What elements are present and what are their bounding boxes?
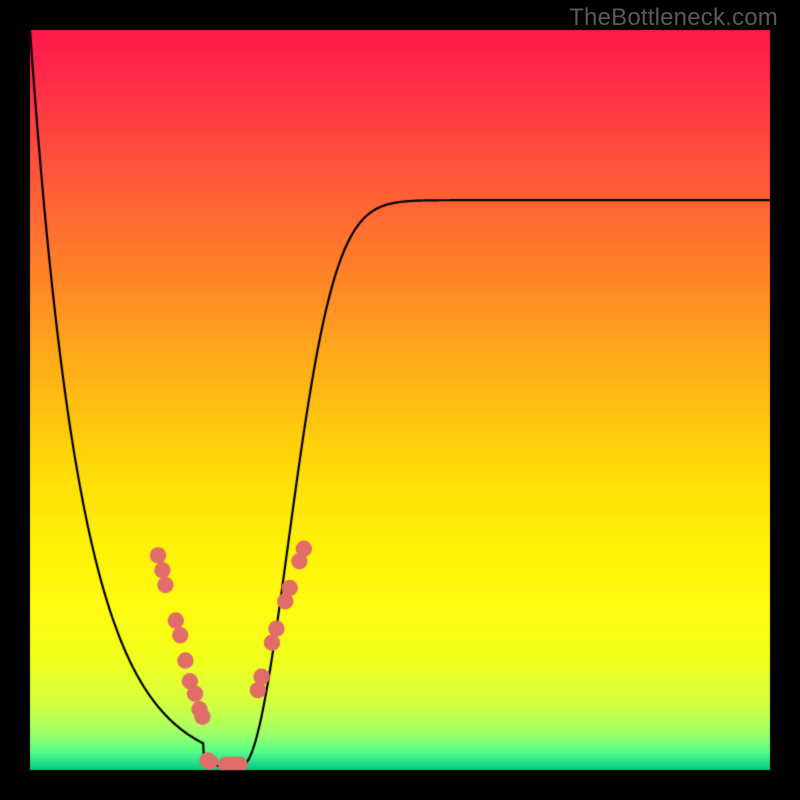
- curve-canvas: [0, 0, 800, 800]
- chart-stage: TheBottleneck.com: [0, 0, 800, 800]
- watermark-text: TheBottleneck.com: [569, 4, 778, 32]
